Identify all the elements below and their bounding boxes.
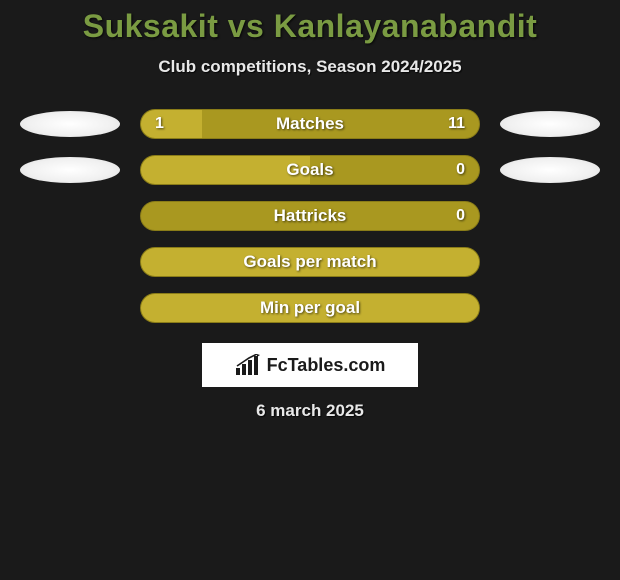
stat-label: Matches [276,114,344,134]
stat-bar-fill [141,156,310,184]
stat-label: Goals [286,160,333,180]
player-right-avatar [500,157,600,183]
player-left-avatar [20,157,120,183]
stat-bar: Goals 0 [140,155,480,185]
stat-bar: Goals per match [140,247,480,277]
stat-bar: 1 Matches 11 [140,109,480,139]
stat-row: Min per goal [0,293,620,323]
stat-label: Min per goal [260,298,360,318]
stat-row: Goals 0 [0,155,620,185]
stat-label: Goals per match [243,252,376,272]
stat-bar-fill [141,110,202,138]
player-left-avatar [20,111,120,137]
stat-label: Hattricks [274,206,347,226]
player-right-avatar [500,111,600,137]
stat-value-right: 0 [456,161,465,179]
page-title: Suksakit vs Kanlayanabandit [0,8,620,45]
page-subtitle: Club competitions, Season 2024/2025 [0,57,620,77]
stat-value-right: 11 [448,115,465,133]
brand-chart-icon [235,354,261,376]
footer-date: 6 march 2025 [0,401,620,421]
stat-value-right: 0 [456,207,465,225]
stat-value-left: 1 [155,115,164,133]
stat-bar: Hattricks 0 [140,201,480,231]
brand-box[interactable]: FcTables.com [202,343,418,387]
stat-row: Goals per match [0,247,620,277]
stat-row: Hattricks 0 [0,201,620,231]
brand-text: FcTables.com [267,355,386,376]
comparison-widget: Suksakit vs Kanlayanabandit Club competi… [0,0,620,421]
stat-bar: Min per goal [140,293,480,323]
stat-bars: 1 Matches 11 Goals 0 Hattricks 0 Goals per matc… [0,109,620,323]
stat-row: 1 Matches 11 [0,109,620,139]
